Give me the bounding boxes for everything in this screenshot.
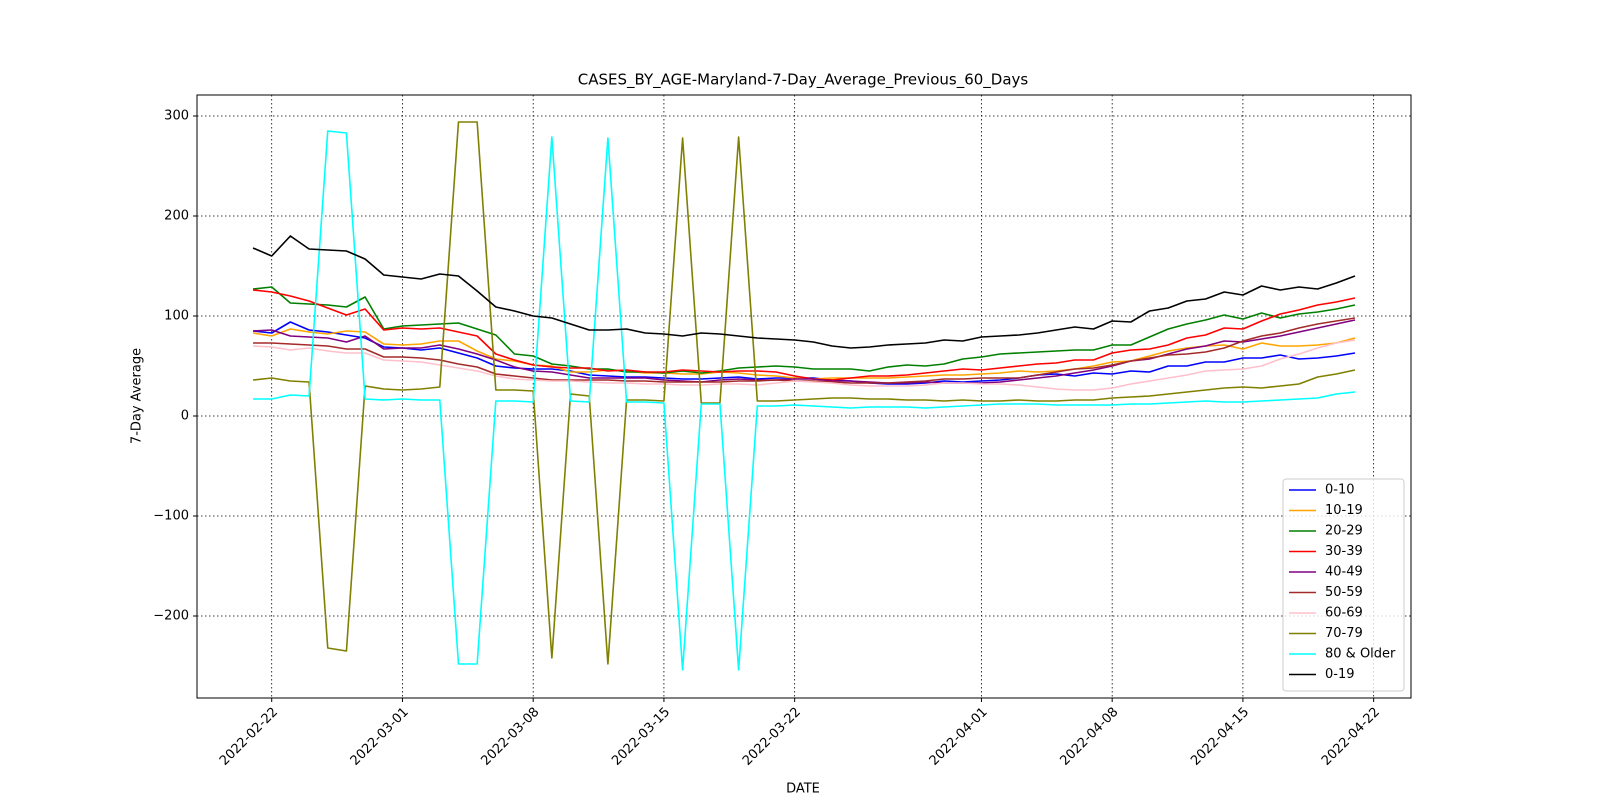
legend-label: 70-79 xyxy=(1325,626,1363,641)
legend-label: 10-19 xyxy=(1325,503,1363,518)
legend: 0-10 10-19 20-29 30-39 40-49 50-59 60-69 70-79 8… xyxy=(1282,478,1405,692)
legend-label: 80 & Older xyxy=(1325,647,1396,662)
y-tick-label: 300 xyxy=(164,109,189,124)
y-tick-label: 200 xyxy=(164,209,189,224)
legend-label: 50-59 xyxy=(1325,585,1363,600)
y-tick-label: 100 xyxy=(164,309,189,324)
y-tick-label: −100 xyxy=(153,509,189,524)
series-line xyxy=(252,319,1356,384)
series-line xyxy=(252,235,1356,349)
y-axis-label: 7-Day Average xyxy=(130,348,145,444)
series-line xyxy=(252,286,1356,374)
y-tick-label: 0 xyxy=(181,409,189,424)
series-line xyxy=(252,339,1356,391)
series-line xyxy=(252,289,1356,381)
series-line xyxy=(252,121,1356,665)
chart-title: CASES_BY_AGE-Maryland-7-Day_Average_Prev… xyxy=(578,71,1029,90)
legend-label: 60-69 xyxy=(1325,606,1363,621)
legend-label: 0-10 xyxy=(1325,483,1355,498)
legend-label: 20-29 xyxy=(1325,524,1363,539)
legend-label: 0-19 xyxy=(1325,667,1355,682)
series-line xyxy=(253,130,1356,671)
legend-label: 30-39 xyxy=(1325,544,1363,559)
x-axis-label: DATE xyxy=(786,782,820,797)
legend-box xyxy=(1282,478,1405,692)
y-tick-label: −200 xyxy=(153,609,189,624)
legend-label: 40-49 xyxy=(1325,565,1363,580)
plot-frame xyxy=(196,94,1412,699)
